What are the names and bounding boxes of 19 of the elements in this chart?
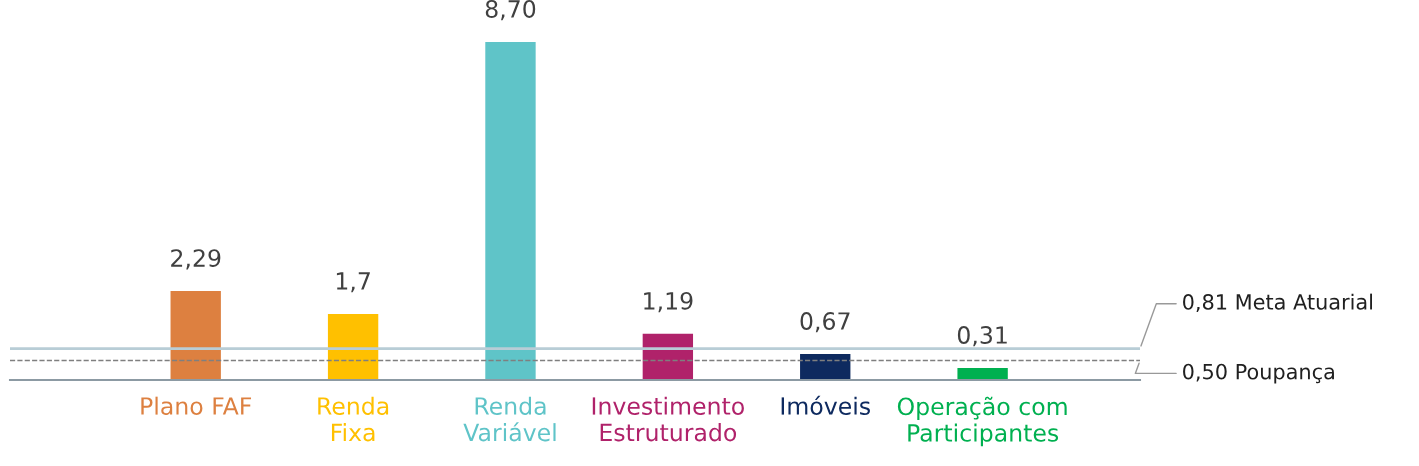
x-tick-label: Renda Fixa [318, 396, 389, 442]
bar [957, 367, 1008, 380]
x-tick-label: Operação com Participantes [897, 396, 1067, 447]
ref-line-label: 0,81 Meta Atuarial [1183, 293, 1373, 312]
bar [485, 41, 536, 380]
bar [800, 353, 851, 380]
data-label: 0,31 [957, 326, 1007, 347]
bar [170, 291, 221, 380]
x-tick-label: Investimento Estruturado [592, 396, 744, 442]
data-label: 1,7 [336, 272, 370, 293]
x-tick-label: Imóveis [781, 395, 870, 415]
ref-line-label: 0,50 Poupança [1183, 363, 1334, 384]
data-label: 8,70 [485, 0, 536, 21]
data-label: 0,67 [800, 312, 850, 333]
data-label: 2,29 [171, 249, 221, 270]
bar [327, 313, 379, 380]
data-label: 1,19 [644, 291, 693, 313]
x-tick-label: Renda Variável [463, 396, 556, 442]
x-tick-label: Plano FAF [141, 396, 252, 415]
